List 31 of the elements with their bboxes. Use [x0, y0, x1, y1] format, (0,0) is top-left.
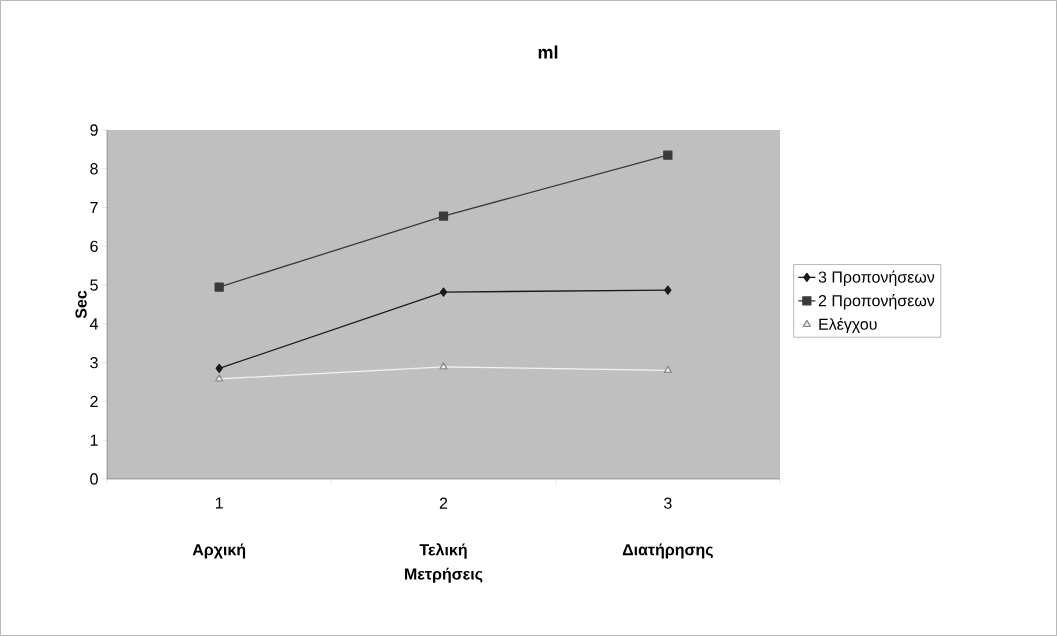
y-tick-label: 7 — [90, 202, 98, 214]
point — [215, 374, 224, 382]
y-tick-label: 8 — [90, 163, 98, 175]
point — [438, 211, 449, 221]
y-axis-title: Sec — [75, 290, 87, 319]
text: Αρχική — [192, 543, 246, 559]
y-tick-label: 9 — [90, 124, 98, 136]
x-tick-label: 1 — [215, 497, 223, 509]
legend-label: 2 Προπονήσεων — [818, 294, 935, 310]
point — [663, 365, 672, 374]
y-tick-label: 4 — [89, 318, 98, 330]
point — [664, 285, 672, 295]
y-tick-label: 0 — [90, 473, 98, 485]
text: Τελική — [419, 543, 467, 559]
x-axis-title: Μετρήσεις — [405, 567, 483, 583]
legend-label: Ελέγχου — [819, 317, 877, 334]
y-tick-label: 1 — [90, 434, 98, 446]
y-tick-label: 2 — [90, 395, 98, 408]
y-tick-label: 3 — [90, 357, 98, 369]
chart-title: ml — [538, 45, 558, 59]
x-tick-label: 2 — [439, 497, 448, 509]
legend-label: 3 Προπονήσεων — [818, 270, 935, 286]
point — [214, 282, 224, 292]
point — [439, 362, 448, 370]
text: Διατήρησης — [622, 543, 713, 559]
point — [663, 150, 673, 160]
x-tick-label: 3 — [664, 497, 672, 509]
y-tick-label: 6 — [90, 240, 98, 252]
point — [439, 287, 448, 297]
point — [215, 363, 223, 374]
y-tick-label: 5 — [90, 279, 98, 291]
